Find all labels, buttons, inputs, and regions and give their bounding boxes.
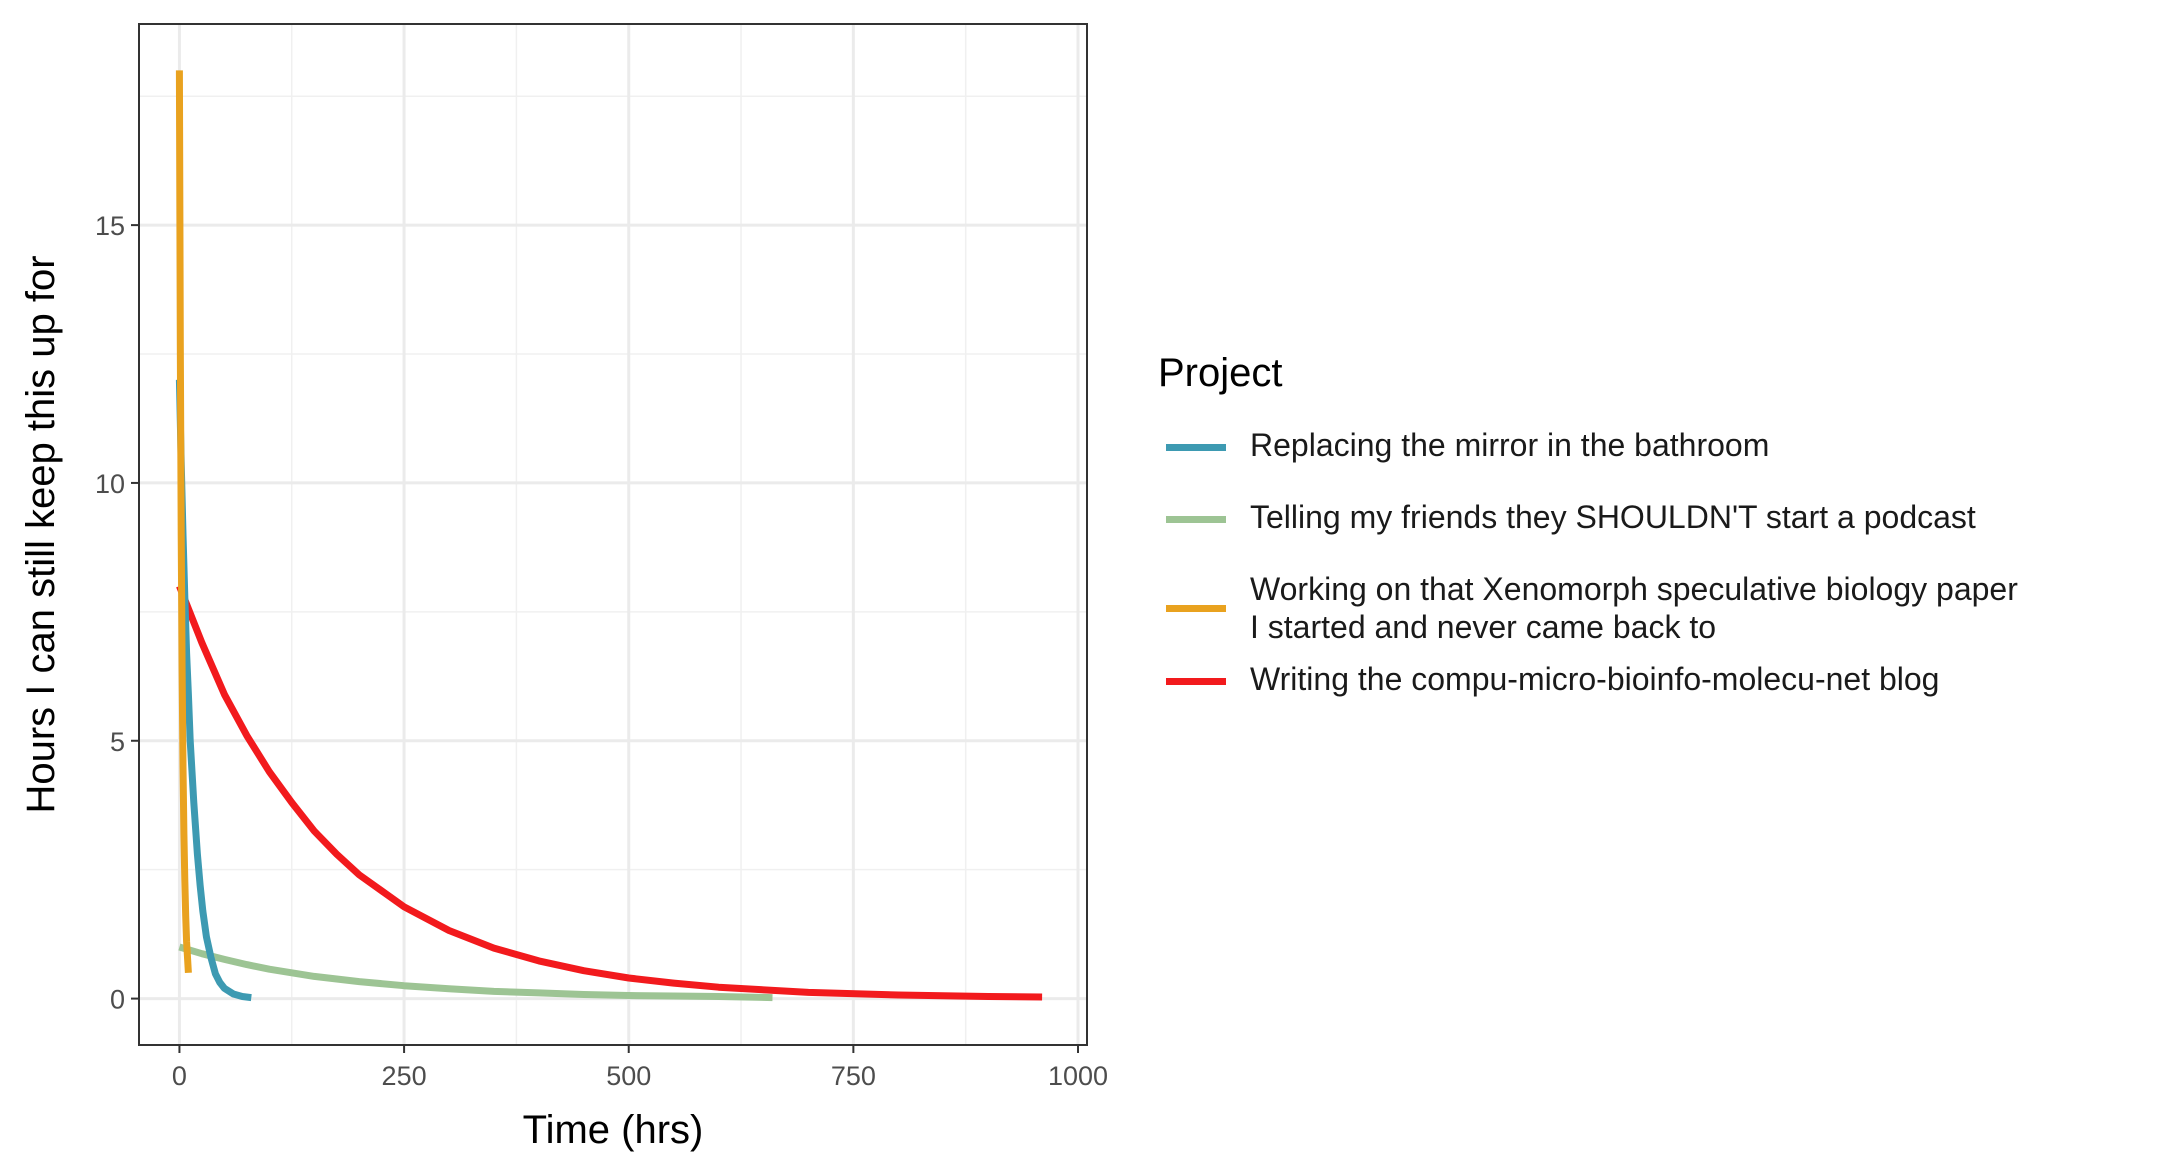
y-axis-title: Hours I can still keep this up for	[19, 255, 63, 813]
legend-label-blog: Writing the compu-micro-bioinfo-molecu-n…	[1250, 661, 1940, 697]
legend-title: Project	[1158, 351, 1283, 395]
legend-label-podcast: Telling my friends they SHOULDN'T start …	[1250, 499, 1976, 535]
legend-key-blog	[1166, 678, 1226, 685]
legend-label-mirror: Replacing the mirror in the bathroom	[1250, 427, 1770, 463]
series-line-mirror	[175, 379, 252, 1002]
x-tick-label: 500	[606, 1061, 651, 1091]
legend-item-blog: Writing the compu-micro-bioinfo-molecu-n…	[1158, 648, 2158, 720]
y-tick-label: 0	[110, 985, 125, 1015]
legend: Project Replacing the mirror in the bath…	[1158, 350, 2158, 720]
plot-panel-border	[138, 23, 1088, 1046]
x-axis-ticks: 0 250 500 750 1000	[172, 1045, 1108, 1091]
legend-item-podcast: Telling my friends they SHOULDN'T start …	[1158, 486, 2158, 558]
x-tick-label: 1000	[1048, 1061, 1108, 1091]
series-lines	[175, 70, 1043, 1002]
legend-item-xenomorph: Working on that Xenomorph speculative bi…	[1158, 558, 2158, 648]
legend-label-xenomorph: Working on that Xenomorph speculative bi…	[1250, 571, 2018, 645]
legend-key-podcast	[1166, 516, 1226, 523]
legend-item-mirror: Replacing the mirror in the bathroom	[1158, 414, 2158, 486]
y-tick-label: 5	[110, 727, 125, 757]
major-gridlines	[139, 24, 1087, 1045]
legend-key-mirror	[1166, 444, 1226, 451]
minor-gridlines	[139, 24, 1087, 1045]
x-axis-title: Time (hrs)	[523, 1108, 704, 1152]
y-tick-label: 15	[95, 211, 125, 241]
legend-key-xenomorph	[1166, 605, 1226, 612]
series-line-podcast	[178, 943, 773, 1002]
x-tick-label: 250	[382, 1061, 427, 1091]
x-tick-label: 0	[172, 1061, 187, 1091]
x-tick-label: 750	[831, 1061, 876, 1091]
y-axis-ticks: 0 5 10 15	[95, 211, 139, 1015]
y-tick-label: 10	[95, 469, 125, 499]
series-line-blog	[176, 584, 1043, 1001]
series-line-xenomorph	[175, 70, 192, 974]
